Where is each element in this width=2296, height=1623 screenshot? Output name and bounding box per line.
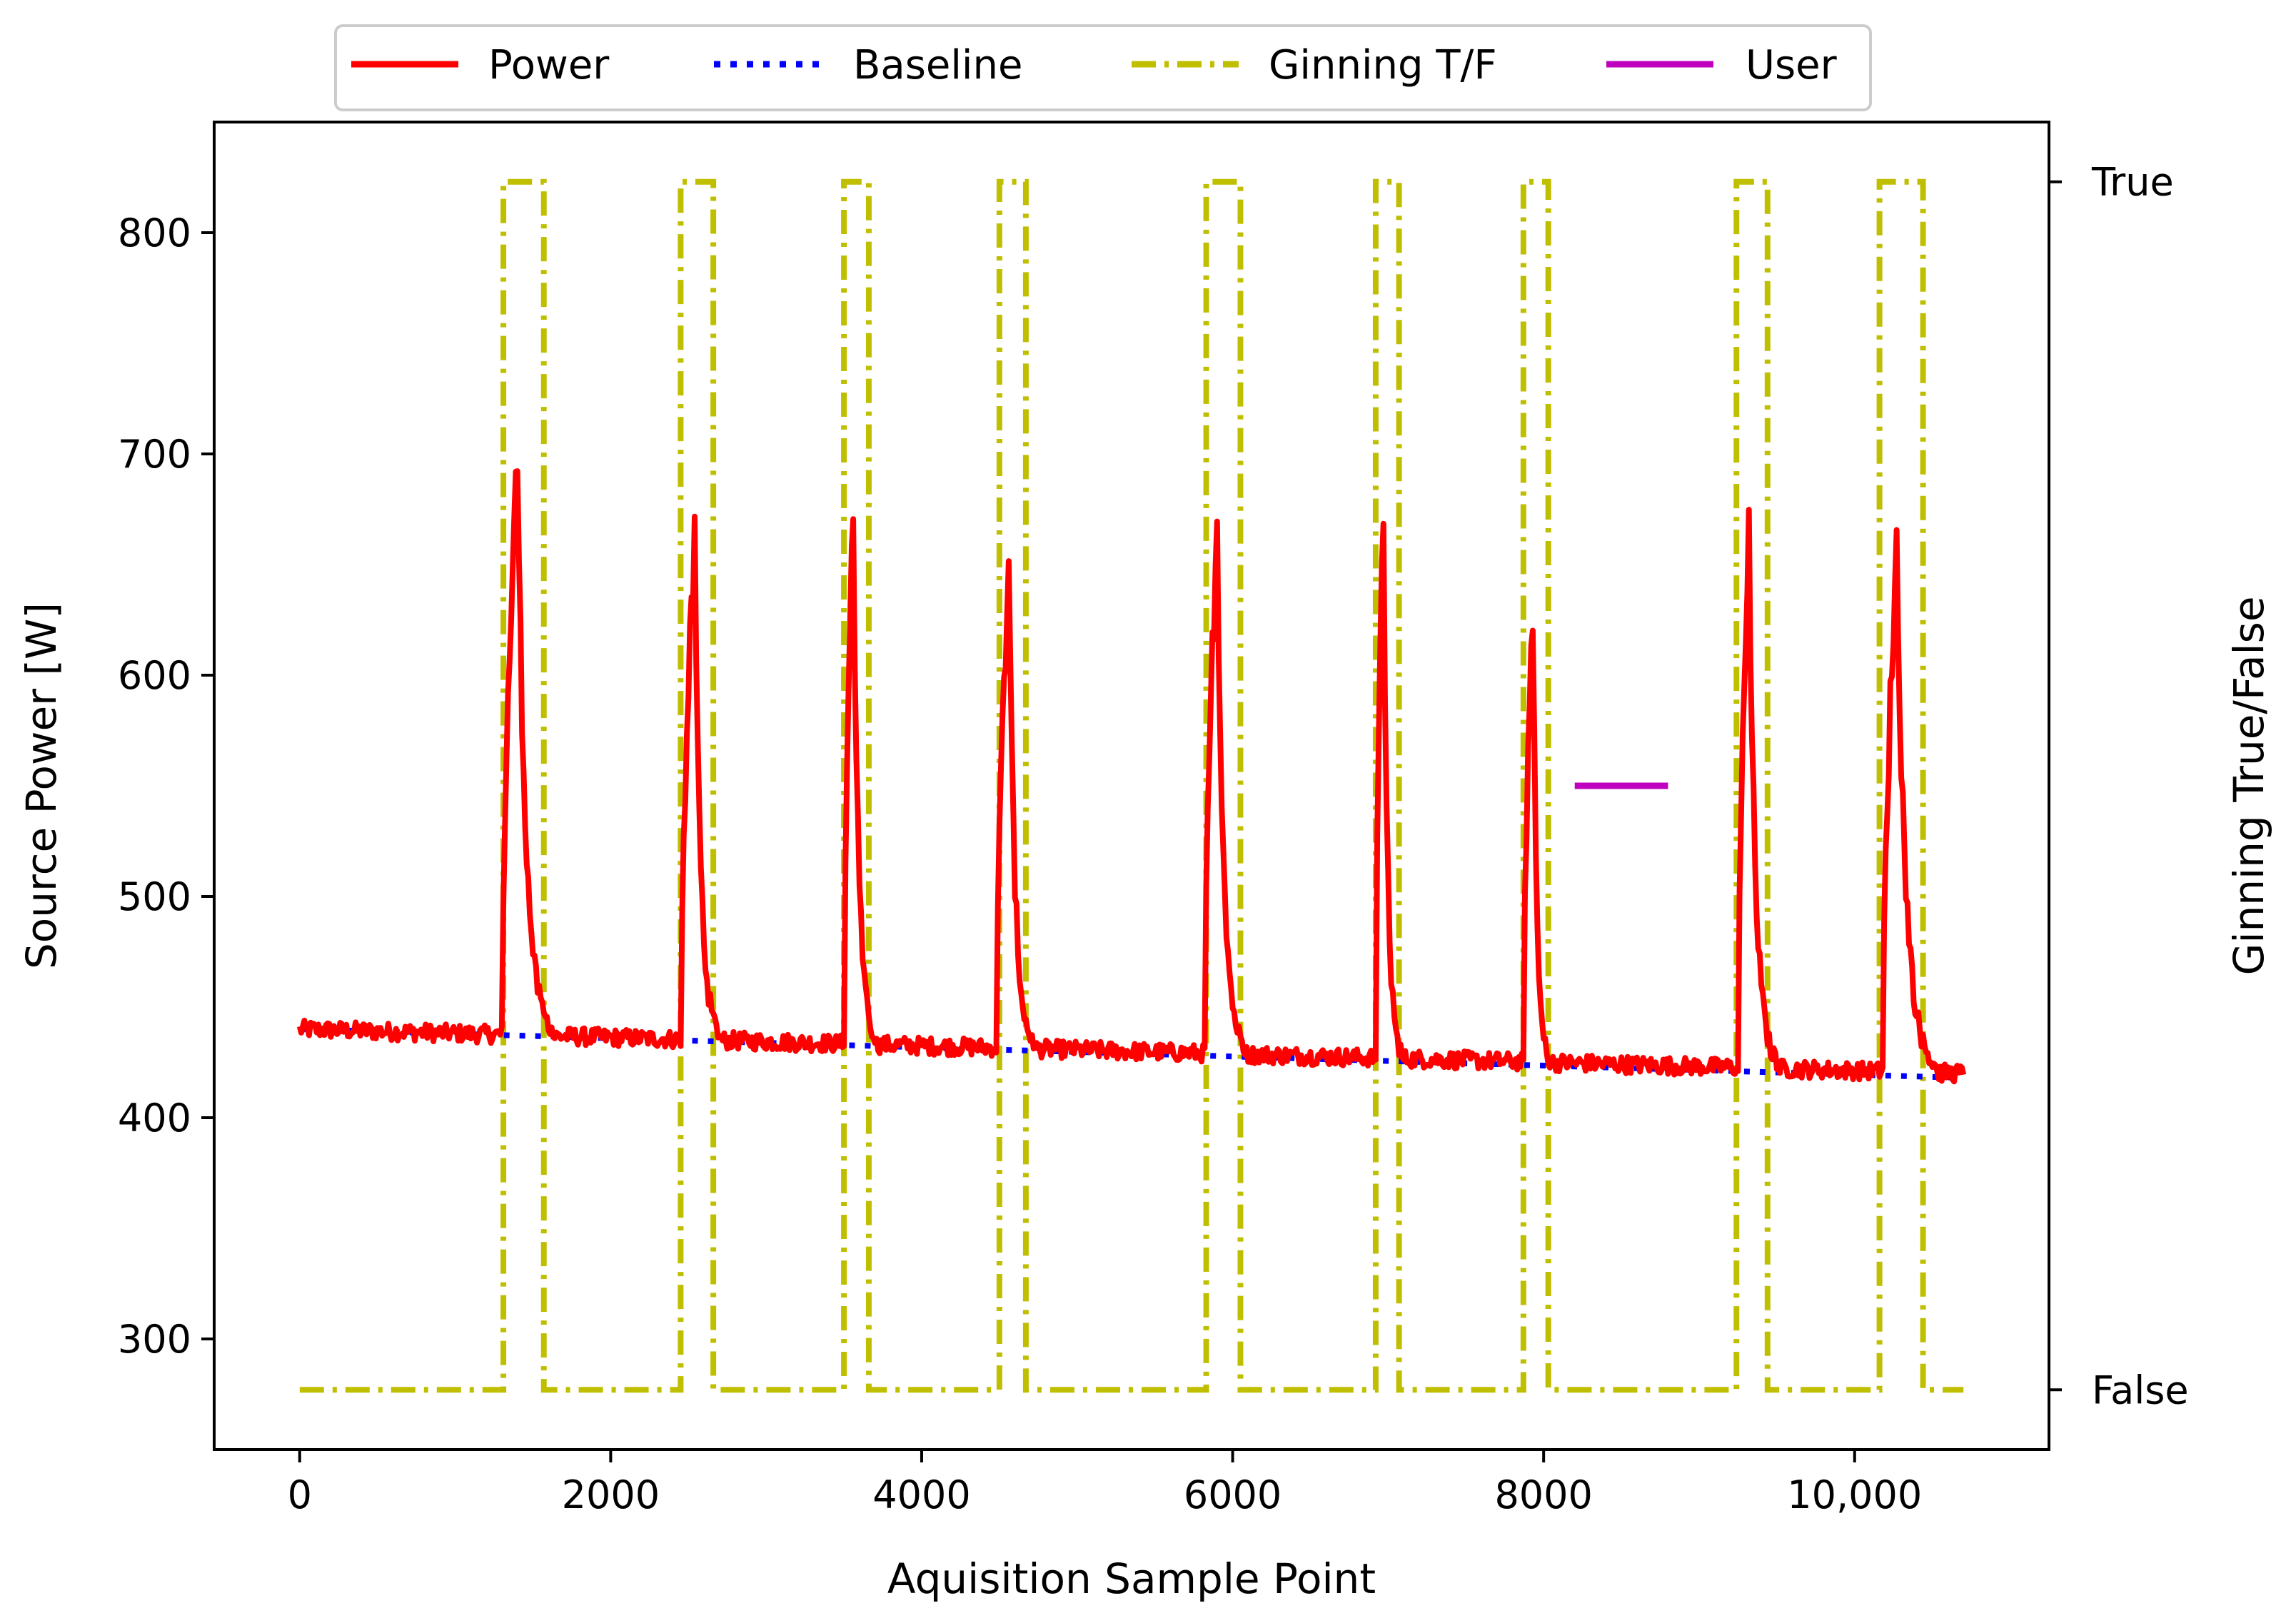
legend: Power Baseline Ginning T/F User [334,24,1872,111]
plot-frame [213,121,2050,1451]
x-tick-label: 2000 [562,1472,660,1517]
legend-label-user: User [1746,42,1838,89]
y2-tick-label: True [2091,160,2174,205]
x-tick-label: 6000 [1184,1472,1282,1517]
ginning-series-line [299,178,1964,1393]
y-tick-label: 500 [118,874,191,919]
y-tick-label: 400 [118,1096,191,1141]
x-tick-label: 8000 [1494,1472,1592,1517]
plot-area [214,122,2049,1450]
x-axis-label: Aquisition Sample Point [887,1554,1376,1603]
x-tick-label: 4000 [872,1472,970,1517]
y-tick-label: 600 [118,653,191,698]
legend-label-ginning: Ginning T/F [1269,42,1497,89]
y-tick-label: 700 [118,432,191,477]
y2-tick-label: False [2092,1367,2189,1412]
x-tick-label: 10,000 [1787,1472,1922,1517]
y-axis-label: Source Power [W] [17,602,66,969]
legend-label-baseline: Baseline [853,42,1022,89]
legend-label-power: Power [488,42,610,89]
power-series-line [296,468,1967,1085]
y-tick-label: 300 [118,1317,191,1362]
y2-axis-label: Ginning True/False [2225,596,2273,975]
x-tick-label: 0 [288,1472,312,1517]
legend-frame [334,24,1872,111]
y-tick-label: 800 [118,211,191,256]
